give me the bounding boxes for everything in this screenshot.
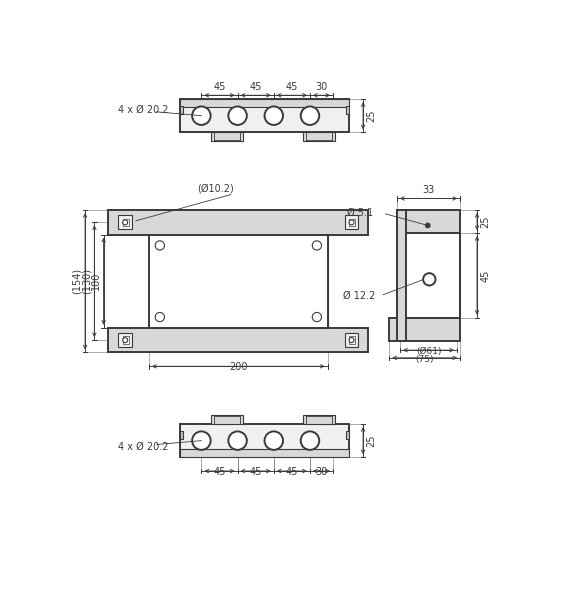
Circle shape [301,432,319,450]
Bar [345,333,358,347]
Text: 4 x Ø 20.2: 4 x Ø 20.2 [118,105,169,114]
Text: 25: 25 [366,434,376,447]
Text: (154): (154) [72,268,82,294]
Bar [149,235,328,328]
Text: Ø 12.2: Ø 12.2 [343,291,376,301]
Text: 30: 30 [315,82,328,92]
Text: 45: 45 [480,269,490,282]
Circle shape [123,220,128,225]
Text: 100: 100 [90,272,101,291]
Bar [211,415,243,424]
Bar [108,210,368,235]
Circle shape [312,241,321,250]
Circle shape [264,106,283,125]
Bar [303,133,336,142]
Text: (130): (130) [81,268,92,294]
Circle shape [264,432,283,450]
Bar [118,333,132,347]
Text: 33: 33 [423,185,434,195]
Bar [389,318,460,341]
Circle shape [228,106,247,125]
Text: 25: 25 [480,215,490,228]
Bar [180,99,349,133]
Circle shape [425,223,430,228]
Bar [180,424,349,457]
Bar [211,133,243,142]
Text: 45: 45 [214,467,225,477]
Circle shape [349,337,354,343]
Text: 25: 25 [366,109,376,122]
Bar [180,99,349,107]
Bar [349,218,355,226]
Circle shape [228,432,247,450]
Circle shape [155,241,164,250]
Circle shape [349,220,354,225]
Bar [397,233,460,318]
Bar [397,210,406,341]
Text: 45: 45 [250,467,262,477]
Circle shape [155,313,164,322]
Bar [180,106,183,114]
Text: 45: 45 [214,82,225,92]
Bar [108,328,368,353]
Bar [346,431,349,439]
Circle shape [423,273,436,286]
Bar [123,218,129,226]
Bar [345,215,358,229]
Text: 200: 200 [229,362,247,373]
Bar [397,210,460,233]
Text: 30: 30 [315,467,328,477]
Text: (Ø61): (Ø61) [416,347,441,356]
Text: 45: 45 [286,82,298,92]
Text: 45: 45 [286,467,298,477]
Bar [303,415,336,424]
Circle shape [312,313,321,322]
Bar [123,336,129,344]
Circle shape [301,106,319,125]
Text: (Ø10.2): (Ø10.2) [197,184,234,194]
Bar [349,336,355,344]
Circle shape [123,337,128,343]
Circle shape [192,432,211,450]
Text: 45: 45 [250,82,262,92]
Circle shape [192,106,211,125]
Text: Ø 5.1: Ø 5.1 [347,207,373,217]
Bar [180,449,349,457]
Bar [118,215,132,229]
Bar [180,431,183,439]
Text: (75): (75) [415,355,434,364]
Text: 4 x Ø 20.2: 4 x Ø 20.2 [118,442,169,452]
Bar [346,106,349,114]
